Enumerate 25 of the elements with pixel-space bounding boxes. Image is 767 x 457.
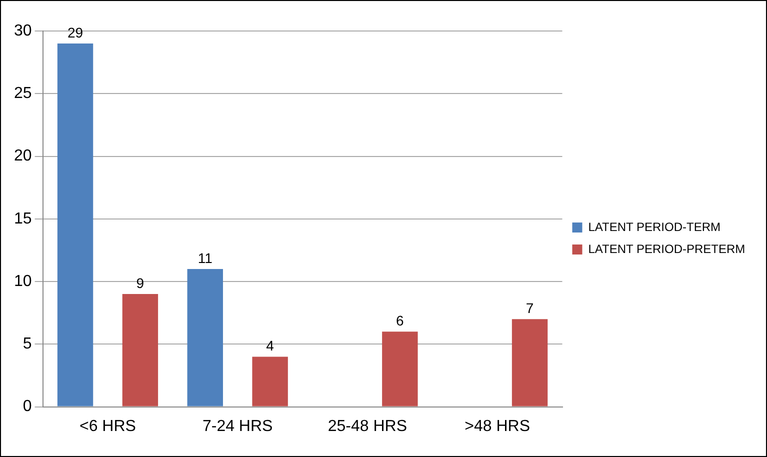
data-label: 7: [526, 300, 534, 316]
data-label: 4: [266, 338, 274, 354]
bar: [512, 319, 548, 406]
data-label: 11: [198, 250, 213, 266]
y-tick-label: 0: [22, 398, 32, 416]
bar: [122, 294, 158, 406]
bar: [57, 44, 94, 406]
data-label: 29: [67, 24, 84, 40]
x-tick-label: >48 HRS: [464, 418, 530, 435]
bar: [382, 332, 418, 406]
bar: [187, 269, 223, 406]
y-tick-label: 10: [14, 272, 32, 290]
legend-label: LATENT PERIOD-TERM: [588, 220, 720, 234]
bar: [252, 356, 288, 406]
y-tick-label: 15: [14, 210, 32, 228]
x-tick-label: <6 HRS: [79, 418, 136, 435]
y-tick-label: 5: [22, 336, 32, 353]
x-tick-label: 7-24 HRS: [202, 418, 273, 435]
y-tick-label: 25: [14, 85, 32, 102]
x-tick-label: 25-48 HRS: [328, 418, 408, 435]
data-label: 9: [136, 274, 144, 291]
y-tick-label: 20: [14, 148, 32, 165]
legend-label: LATENT PERIOD-PRETERM: [588, 242, 746, 256]
data-label: 6: [396, 312, 404, 328]
y-tick-label: 30: [14, 22, 32, 40]
